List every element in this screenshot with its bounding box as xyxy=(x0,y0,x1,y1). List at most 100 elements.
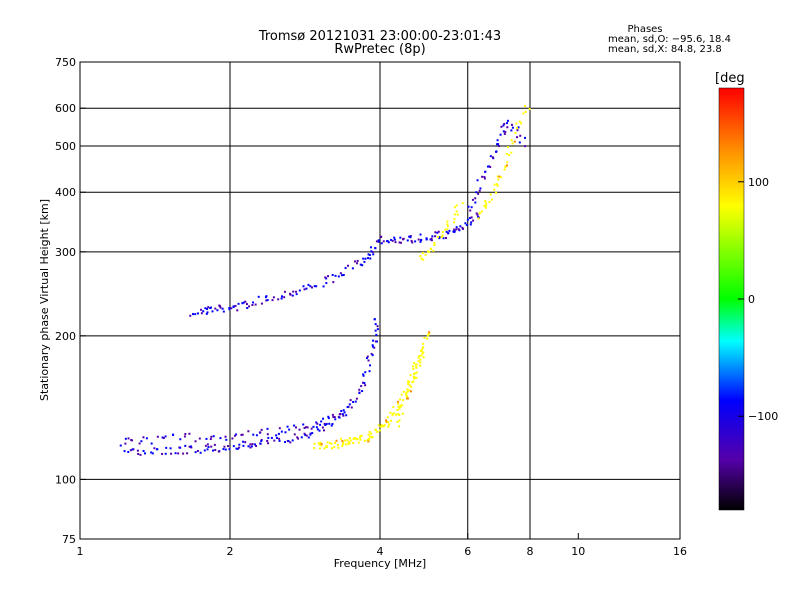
data-point xyxy=(247,445,250,448)
data-point xyxy=(453,221,456,224)
data-point xyxy=(184,432,187,435)
data-point xyxy=(495,191,498,194)
data-point xyxy=(346,439,349,442)
data-point xyxy=(257,295,260,298)
data-point xyxy=(518,120,521,123)
data-point xyxy=(491,156,494,159)
data-point xyxy=(370,250,373,253)
data-point xyxy=(465,223,468,226)
data-point xyxy=(210,435,213,438)
data-point xyxy=(441,234,444,237)
data-point xyxy=(496,139,499,142)
data-point xyxy=(408,384,411,387)
colorbar-tick-label: 100 xyxy=(748,176,769,189)
data-point xyxy=(415,376,418,379)
data-point xyxy=(401,404,404,407)
data-point xyxy=(502,130,505,133)
data-point xyxy=(280,430,283,433)
data-point xyxy=(346,264,349,267)
data-point xyxy=(454,206,457,209)
data-point xyxy=(421,251,424,254)
data-point xyxy=(205,307,208,310)
data-point xyxy=(474,197,477,200)
data-point xyxy=(341,440,344,443)
data-point xyxy=(408,235,411,238)
data-point xyxy=(483,177,486,180)
data-point xyxy=(415,371,418,374)
data-point xyxy=(170,452,173,455)
data-point xyxy=(446,225,449,228)
data-point xyxy=(260,438,263,441)
data-point xyxy=(202,310,205,313)
data-point xyxy=(386,240,389,243)
data-point xyxy=(503,122,506,125)
data-point xyxy=(453,213,456,216)
data-point xyxy=(406,239,409,242)
data-point xyxy=(461,202,464,205)
data-point xyxy=(137,452,140,455)
data-point xyxy=(169,447,172,450)
data-point xyxy=(236,309,239,312)
data-point xyxy=(344,439,347,442)
data-point xyxy=(251,304,254,307)
chart-title: Tromsø 20121031 23:00:00-23:01:43 xyxy=(258,29,501,44)
data-point xyxy=(266,433,269,436)
data-point xyxy=(398,425,401,428)
data-point xyxy=(206,443,209,446)
data-point xyxy=(422,356,425,359)
data-point xyxy=(354,260,357,263)
data-point xyxy=(405,395,408,398)
data-point xyxy=(341,274,344,277)
data-point xyxy=(405,393,408,396)
data-point xyxy=(327,417,330,420)
data-point xyxy=(415,366,418,369)
data-point xyxy=(331,273,334,276)
data-point xyxy=(238,446,241,449)
y-tick-label: 75 xyxy=(62,533,76,546)
data-point xyxy=(455,226,458,229)
data-point xyxy=(419,364,422,367)
data-point xyxy=(447,232,450,235)
data-point xyxy=(504,165,507,168)
data-point xyxy=(323,429,326,432)
data-point xyxy=(313,447,316,450)
data-point xyxy=(210,306,213,309)
data-point xyxy=(362,257,365,260)
data-point xyxy=(315,426,318,429)
data-point xyxy=(235,433,238,436)
data-point xyxy=(348,437,351,440)
data-point xyxy=(303,432,306,435)
data-point xyxy=(232,305,235,308)
data-point xyxy=(495,183,498,186)
data-point xyxy=(322,285,325,288)
data-point xyxy=(218,305,221,308)
data-point xyxy=(410,239,413,242)
data-point xyxy=(295,293,298,296)
data-point xyxy=(277,432,280,435)
data-point xyxy=(324,276,327,279)
data-point xyxy=(376,328,379,331)
data-point xyxy=(430,237,433,240)
data-point xyxy=(347,443,350,446)
data-point xyxy=(444,236,447,239)
data-point xyxy=(311,432,314,435)
data-point xyxy=(196,449,199,452)
data-point xyxy=(270,436,273,439)
data-point xyxy=(420,238,423,241)
data-point xyxy=(161,436,164,439)
data-point xyxy=(508,154,511,157)
data-point xyxy=(151,452,154,455)
data-point xyxy=(376,430,379,433)
data-point xyxy=(228,307,231,310)
data-point xyxy=(222,448,225,451)
data-point xyxy=(213,443,216,446)
data-point xyxy=(524,105,527,108)
data-point xyxy=(316,422,319,425)
data-point xyxy=(189,445,192,448)
phase-legend-title: Phases xyxy=(627,24,662,35)
data-point xyxy=(484,206,487,209)
data-point xyxy=(252,301,255,304)
data-point xyxy=(377,240,380,243)
data-point xyxy=(367,253,370,256)
data-point xyxy=(368,435,371,438)
